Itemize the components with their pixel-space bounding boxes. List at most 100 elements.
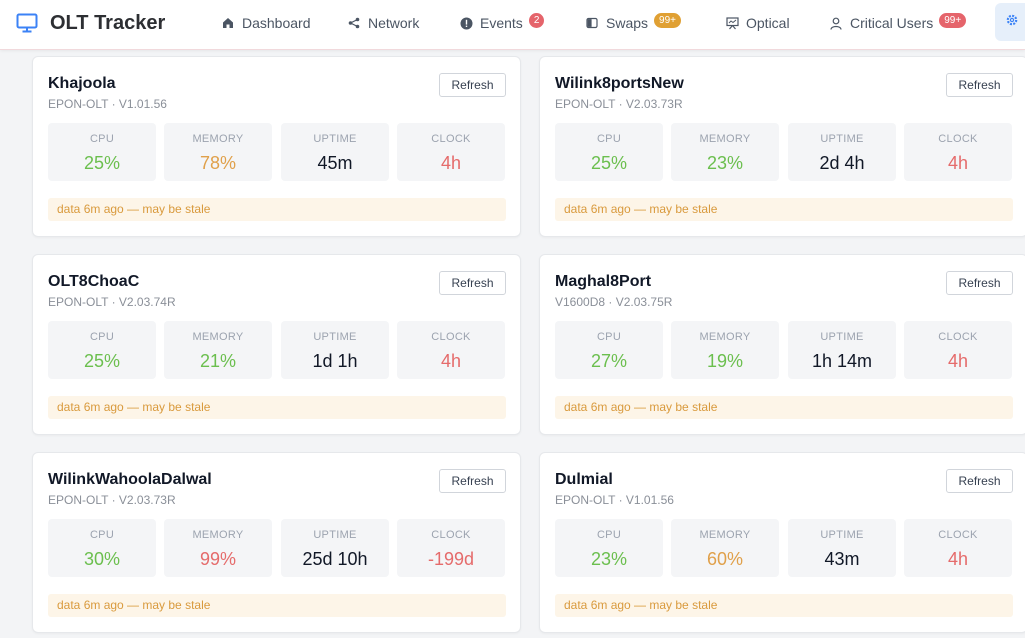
- metric-value: 43m: [824, 549, 860, 569]
- olt-name: Dulmial: [555, 471, 613, 488]
- uptime-metric: UPTIME 45m: [281, 123, 389, 181]
- clock-metric: CLOCK 4h: [904, 123, 1012, 181]
- olt-name: Maghal8Port: [555, 273, 652, 290]
- memory-metric: MEMORY 21%: [164, 321, 272, 379]
- metric-label: UPTIME: [820, 529, 864, 541]
- cpu-metric: CPU 23%: [555, 519, 663, 577]
- events-count-badge: 2: [528, 12, 545, 28]
- memory-metric: MEMORY 19%: [671, 321, 779, 379]
- uptime-metric: UPTIME 2d 4h: [788, 123, 896, 181]
- metric-label: MEMORY: [699, 331, 751, 343]
- metric-value: 2d 4h: [819, 153, 865, 173]
- presentation-icon: [725, 16, 739, 30]
- olt-card: Khajoola EPON-OLT · V1.01.56 Refresh CPU…: [32, 56, 521, 237]
- metric-label: CPU: [89, 529, 115, 541]
- metric-value: 4h: [947, 549, 969, 569]
- app-title: OLT Tracker: [50, 12, 166, 34]
- uptime-metric: UPTIME 1d 1h: [281, 321, 389, 379]
- metric-value: 25%: [590, 153, 628, 173]
- metric-value: 78%: [199, 153, 237, 173]
- olt-name: OLT8ChoaC: [48, 273, 140, 290]
- nav-dashboard[interactable]: Dashboard: [221, 13, 311, 33]
- olt-model-version: EPON-OLT · V1.01.56: [555, 493, 674, 507]
- uptime-metric: UPTIME 43m: [788, 519, 896, 577]
- stale-warning: data 6m ago — may be stale: [555, 198, 1013, 221]
- uptime-metric: UPTIME 1h 14m: [788, 321, 896, 379]
- olt-card: OLT8ChoaC EPON-OLT · V2.03.74R Refresh C…: [32, 254, 521, 435]
- metric-label: CLOCK: [938, 529, 978, 541]
- metric-value: 30%: [83, 549, 121, 569]
- olt-model-version: EPON-OLT · V1.01.56: [48, 97, 167, 111]
- settings-button[interactable]: [995, 3, 1025, 41]
- metric-value: 23%: [590, 549, 628, 569]
- olt-model-version: EPON-OLT · V2.03.73R: [555, 97, 683, 111]
- refresh-button[interactable]: Refresh: [946, 469, 1013, 493]
- metric-value: 45m: [317, 153, 353, 173]
- metric-label: UPTIME: [313, 133, 357, 145]
- metric-value: 4h: [440, 351, 462, 371]
- nav-dashboard-label: Dashboard: [242, 15, 311, 31]
- top-navbar: OLT Tracker Dashboard Network Events 2 S…: [0, 0, 1025, 50]
- metric-label: CLOCK: [938, 331, 978, 343]
- olt-model-version: EPON-OLT · V2.03.74R: [48, 295, 176, 309]
- olt-model-version: V1600D8 · V2.03.75R: [555, 295, 673, 309]
- nav-critical-users-label: Critical Users: [850, 15, 934, 31]
- olt-name: Khajoola: [48, 75, 116, 92]
- metric-label: UPTIME: [313, 529, 357, 541]
- nav-critical-users[interactable]: Critical Users 99+: [829, 12, 967, 33]
- metric-value: 27%: [590, 351, 628, 371]
- cpu-metric: CPU 25%: [555, 123, 663, 181]
- metric-value: 4h: [947, 153, 969, 173]
- stale-warning: data 6m ago — may be stale: [48, 594, 506, 617]
- nav-events[interactable]: Events 2: [459, 12, 545, 33]
- nav-swaps-label: Swaps: [606, 15, 649, 31]
- clock-metric: CLOCK 4h: [397, 123, 505, 181]
- metric-label: MEMORY: [192, 331, 244, 343]
- clock-metric: CLOCK 4h: [904, 519, 1012, 577]
- olt-card: Dulmial EPON-OLT · V1.01.56 Refresh CPU …: [539, 452, 1025, 633]
- metric-label: CLOCK: [431, 331, 471, 343]
- memory-metric: MEMORY 99%: [164, 519, 272, 577]
- metric-value: 1d 1h: [312, 351, 358, 371]
- metric-value: 21%: [199, 351, 237, 371]
- refresh-button[interactable]: Refresh: [946, 73, 1013, 97]
- metric-value: 19%: [706, 351, 744, 371]
- metric-label: CLOCK: [431, 529, 471, 541]
- olt-card: WilinkWahoolaDalwal EPON-OLT · V2.03.73R…: [32, 452, 521, 633]
- refresh-button[interactable]: Refresh: [439, 469, 506, 493]
- share-icon: [347, 16, 361, 30]
- cpu-metric: CPU 25%: [48, 321, 156, 379]
- clock-metric: CLOCK 4h: [904, 321, 1012, 379]
- memory-metric: MEMORY 60%: [671, 519, 779, 577]
- metric-value: 23%: [706, 153, 744, 173]
- metric-label: CPU: [596, 331, 622, 343]
- nav-optical-label: Optical: [746, 15, 790, 31]
- monitor-icon: [16, 13, 38, 33]
- metric-value: 1h 14m: [811, 351, 873, 371]
- memory-metric: MEMORY 78%: [164, 123, 272, 181]
- clock-metric: CLOCK -199d: [397, 519, 505, 577]
- refresh-button[interactable]: Refresh: [439, 271, 506, 295]
- refresh-button[interactable]: Refresh: [946, 271, 1013, 295]
- cpu-metric: CPU 27%: [555, 321, 663, 379]
- stale-warning: data 6m ago — may be stale: [555, 396, 1013, 419]
- swaps-count-badge: 99+: [654, 12, 681, 28]
- stale-warning: data 6m ago — may be stale: [48, 198, 506, 221]
- nav-events-label: Events: [480, 15, 523, 31]
- olt-name: WilinkWahoolaDalwal: [48, 471, 212, 488]
- stale-warning: data 6m ago — may be stale: [555, 594, 1013, 617]
- home-icon: [221, 16, 235, 30]
- critical-users-count-badge: 99+: [939, 12, 967, 28]
- nav-swaps[interactable]: Swaps 99+: [585, 12, 681, 33]
- memory-metric: MEMORY 23%: [671, 123, 779, 181]
- metric-label: MEMORY: [192, 529, 244, 541]
- nav-network-label: Network: [368, 15, 420, 31]
- olt-card: Maghal8Port V1600D8 · V2.03.75R Refresh …: [539, 254, 1025, 435]
- brand[interactable]: OLT Tracker: [16, 11, 165, 35]
- metric-label: CLOCK: [431, 133, 471, 145]
- nav-network[interactable]: Network: [347, 13, 419, 33]
- metric-value: 4h: [947, 351, 969, 371]
- nav-optical[interactable]: Optical: [725, 13, 790, 33]
- refresh-button[interactable]: Refresh: [439, 73, 506, 97]
- olt-name: Wilink8portsNew: [555, 75, 684, 92]
